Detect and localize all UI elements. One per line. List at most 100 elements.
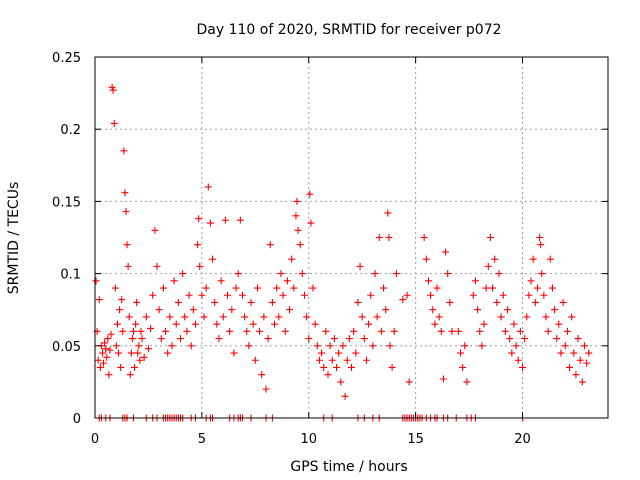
data-point [92, 277, 100, 285]
data-point [585, 349, 593, 357]
data-point [104, 335, 112, 343]
data-point [132, 320, 140, 328]
data-point [204, 183, 212, 191]
data-point [318, 349, 326, 357]
data-point [399, 296, 407, 304]
data-point [365, 320, 373, 328]
data-point [234, 270, 242, 278]
data-point [527, 277, 535, 285]
data-point [508, 349, 516, 357]
data-point [382, 306, 390, 314]
data-point [102, 345, 110, 353]
data-point [348, 363, 355, 371]
data-point [129, 327, 137, 335]
data-point [574, 335, 582, 343]
data-point [422, 255, 430, 263]
data-point [253, 284, 261, 292]
y-tick-label: 0.1 [60, 268, 81, 283]
data-point [107, 330, 115, 338]
data-point [557, 349, 565, 357]
data-point [236, 216, 244, 224]
data-point [196, 262, 204, 270]
data-point [362, 356, 370, 364]
data-point [563, 327, 571, 335]
data-point [546, 255, 554, 263]
data-point [533, 284, 541, 292]
data-point [111, 284, 119, 292]
data-point [448, 327, 456, 335]
data-point [151, 226, 159, 234]
data-point [159, 284, 167, 292]
data-point [277, 270, 285, 278]
data-point [459, 363, 467, 371]
data-point [286, 306, 294, 314]
data-point [168, 342, 176, 350]
x-tick-label: 5 [198, 432, 206, 447]
data-point [457, 349, 465, 357]
x-tick-label: 10 [300, 432, 317, 447]
data-point [388, 363, 396, 371]
data-point [106, 346, 114, 354]
data-point [330, 335, 338, 343]
data-point [213, 320, 221, 328]
data-point [474, 306, 482, 314]
data-point [306, 190, 314, 198]
data-point [172, 320, 180, 328]
data-point [226, 327, 234, 335]
data-point [290, 284, 298, 292]
data-point [525, 291, 533, 299]
data-point [105, 371, 113, 379]
data-point [149, 291, 157, 299]
data-point [162, 327, 170, 335]
data-point [298, 270, 306, 278]
data-point [337, 378, 345, 386]
data-point [300, 291, 308, 299]
data-point [536, 234, 544, 241]
data-point [580, 342, 588, 350]
y-tick-label: 0.2 [60, 123, 81, 138]
data-point [392, 270, 400, 278]
data-point [313, 342, 321, 350]
data-point [108, 83, 116, 91]
data-point [424, 277, 432, 285]
data-point [101, 339, 109, 347]
data-point [521, 335, 529, 343]
data-point [491, 255, 499, 263]
data-point [442, 248, 450, 256]
data-point [570, 349, 578, 357]
data-point [328, 356, 336, 364]
data-point [136, 356, 144, 364]
data-point [200, 313, 208, 321]
data-point [116, 306, 124, 314]
y-tick-label: 0.05 [52, 340, 81, 355]
data-point [268, 298, 276, 306]
data-point [341, 392, 349, 400]
data-point [367, 291, 375, 299]
data-point [177, 335, 184, 343]
data-point [510, 320, 518, 328]
data-point [232, 284, 240, 292]
data-point [551, 306, 559, 314]
data-point [454, 327, 462, 335]
data-point [380, 284, 388, 292]
data-point [420, 234, 428, 241]
data-point [96, 363, 104, 371]
data-point [123, 241, 131, 249]
data-point [461, 342, 469, 350]
data-point [489, 284, 497, 292]
data-point [95, 296, 103, 304]
data-point [187, 342, 195, 350]
data-point [251, 356, 259, 364]
data-point [258, 371, 266, 379]
data-point [486, 234, 494, 241]
y-tick-label: 0.15 [52, 195, 81, 210]
data-point [446, 298, 454, 306]
data-point [110, 119, 118, 127]
data-point [538, 270, 546, 278]
data-point [206, 219, 214, 227]
data-point [501, 327, 509, 335]
data-point [281, 327, 289, 335]
data-point [271, 320, 279, 328]
data-point [133, 298, 141, 306]
data-point [126, 371, 134, 379]
